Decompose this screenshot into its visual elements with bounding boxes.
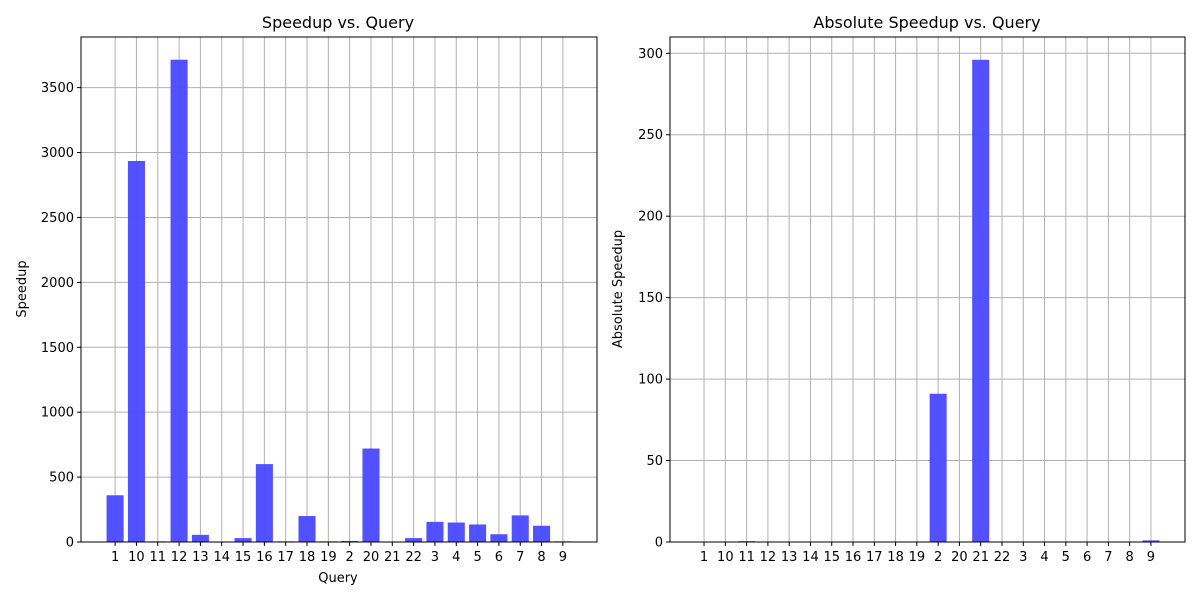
y-tick-label: 3500 (41, 81, 74, 96)
x-tick-label: 10 (717, 550, 734, 565)
x-tick-label: 13 (192, 550, 209, 565)
x-tick-label: 9 (559, 550, 567, 565)
x-tick-label: 20 (951, 550, 968, 565)
x-tick-label: 9 (1147, 550, 1155, 565)
bar-13 (191, 534, 209, 542)
y-tick-label: 1500 (41, 341, 74, 356)
y-tick-label: 2000 (41, 276, 74, 291)
y-axis-label: Absolute Speedup (611, 230, 626, 348)
plot-frame (80, 36, 598, 543)
x-tick-label: 11 (738, 550, 755, 565)
x-tick-label: 22 (994, 550, 1011, 565)
x-tick-label: 18 (887, 550, 904, 565)
x-tick-label: 21 (972, 550, 989, 565)
absolute-speedup-chart: Absolute Speedup vs. Query Absolute Spee… (611, 13, 1186, 565)
bar-8 (533, 525, 551, 542)
chart-title: Absolute Speedup vs. Query (813, 13, 1040, 32)
bar-9 (1142, 540, 1160, 542)
x-tick-label: 18 (299, 550, 316, 565)
bars (106, 59, 572, 543)
bar-3 (426, 521, 444, 542)
x-tick-label: 5 (473, 550, 481, 565)
x-tick-label: 15 (823, 550, 840, 565)
x-tick-label: 5 (1062, 550, 1070, 565)
y-tick-label: 200 (638, 210, 663, 225)
x-tick-label: 8 (1126, 550, 1134, 565)
x-tick-label: 16 (845, 550, 862, 565)
x-tick-label: 14 (213, 550, 230, 565)
x-tick-label: 3 (431, 550, 439, 565)
bar-15 (234, 538, 252, 542)
y-tick-label: 0 (66, 536, 74, 551)
plot-frame (669, 36, 1186, 543)
bar-2 (929, 393, 947, 542)
bar-1 (106, 495, 124, 542)
x-tick-label: 22 (405, 550, 422, 565)
x-tick-label: 4 (1040, 550, 1048, 565)
grid-lines (81, 37, 597, 543)
y-tick-label: 500 (49, 471, 74, 486)
x-tick-label: 6 (495, 550, 503, 565)
x-tick-label: 15 (235, 550, 252, 565)
y-tick-label: 300 (638, 47, 663, 62)
bar-21 (972, 59, 990, 542)
x-tick-label: 14 (802, 550, 819, 565)
x-tick-label: 8 (537, 550, 545, 565)
y-tick-label: 50 (646, 454, 663, 469)
x-tick-label: 4 (452, 550, 460, 565)
x-tick-label: 10 (128, 550, 145, 565)
y-tick-label: 3000 (41, 146, 74, 161)
x-tick-label: 17 (277, 550, 294, 565)
y-axis-label: Speedup (15, 260, 30, 317)
x-tick-label: 2 (346, 550, 354, 565)
x-tick-label: 21 (384, 550, 401, 565)
x-tick-label: 2 (934, 550, 942, 565)
bar-5 (469, 524, 487, 542)
x-axis-label: Query (318, 571, 358, 586)
x-tick-label: 7 (1104, 550, 1112, 565)
y-tick-label: 100 (638, 373, 663, 388)
bar-6 (490, 534, 508, 542)
x-tick-label: 1 (111, 550, 119, 565)
x-tick-label: 13 (781, 550, 798, 565)
bar-7 (511, 515, 529, 542)
x-tick-label: 3 (1019, 550, 1027, 565)
y-tick-label: 2500 (41, 211, 74, 226)
y-tick-label: 0 (655, 536, 663, 551)
x-tick-label: 12 (760, 550, 777, 565)
bars (738, 59, 1160, 542)
x-tick-label: 6 (1083, 550, 1091, 565)
x-tick-label: 1 (700, 550, 708, 565)
bar-10 (127, 160, 145, 542)
bar-4 (447, 522, 465, 542)
bar-16 (255, 464, 273, 542)
x-tick-label: 11 (149, 550, 166, 565)
x-tick-label: 19 (320, 550, 337, 565)
x-tick-label: 19 (909, 550, 926, 565)
y-tick-label: 250 (638, 128, 663, 143)
bar-22 (405, 538, 423, 542)
y-tick-label: 1000 (41, 406, 74, 421)
bar-12 (170, 59, 188, 543)
bar-2 (341, 540, 359, 542)
x-tick-label: 12 (171, 550, 188, 565)
bar-18 (298, 516, 316, 542)
x-tick-label: 7 (516, 550, 524, 565)
x-tick-label: 16 (256, 550, 273, 565)
speedup-chart: Speedup vs. Query Query Speedup 1 10 11 12 1… (15, 13, 598, 586)
chart-title: Speedup vs. Query (262, 13, 414, 32)
grid-lines (670, 37, 1185, 543)
x-tick-label: 20 (363, 550, 380, 565)
y-tick-label: 150 (638, 291, 663, 306)
x-tick-label: 17 (866, 550, 883, 565)
bar-20 (362, 448, 380, 542)
